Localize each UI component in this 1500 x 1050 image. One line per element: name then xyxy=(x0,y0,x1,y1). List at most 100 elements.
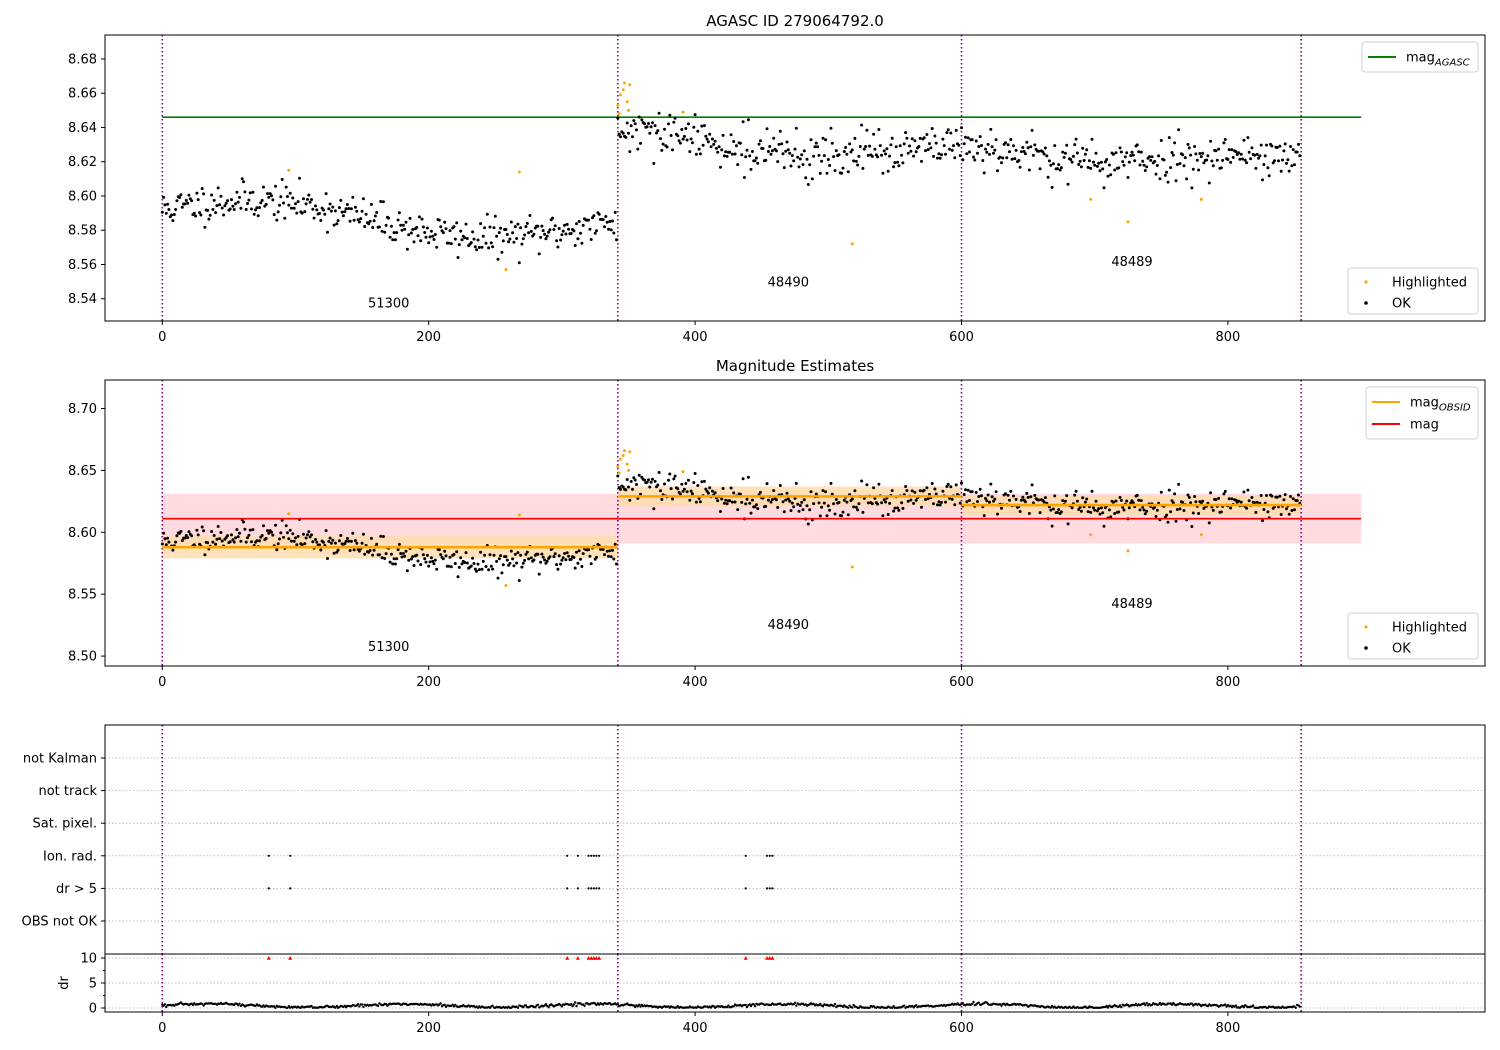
ok-point xyxy=(517,261,521,265)
ok-point xyxy=(1063,151,1067,155)
ok-point xyxy=(1239,152,1243,156)
flag-point xyxy=(768,854,771,857)
flag-point xyxy=(590,854,593,857)
ok-point xyxy=(416,559,420,563)
ok-point xyxy=(1098,512,1102,516)
ok-point xyxy=(862,147,866,151)
ok-point xyxy=(624,135,628,139)
ok-point xyxy=(1073,143,1077,147)
ok-point xyxy=(1057,163,1061,167)
ok-point xyxy=(324,192,328,196)
ok-point xyxy=(989,482,993,486)
ok-point xyxy=(387,216,391,220)
ok-point xyxy=(1266,510,1270,514)
ok-point xyxy=(904,131,908,135)
flag-row-label: not track xyxy=(38,784,97,799)
ok-point xyxy=(1109,515,1113,519)
ok-point xyxy=(183,202,187,206)
obsid-label: 48489 xyxy=(1111,597,1152,612)
dr-point xyxy=(891,1006,894,1009)
dr-clipped-marker xyxy=(597,956,602,960)
dr-point xyxy=(547,1006,550,1009)
ok-point xyxy=(1017,159,1021,162)
ok-point xyxy=(1105,158,1109,161)
ok-point xyxy=(360,209,364,213)
ok-point xyxy=(1173,141,1177,145)
ok-point xyxy=(870,502,874,506)
ok-point xyxy=(1270,494,1274,498)
flag-point xyxy=(566,854,569,857)
ok-point xyxy=(754,503,758,507)
ok-point xyxy=(349,207,353,211)
ok-point xyxy=(1098,169,1102,173)
ok-point xyxy=(1159,490,1163,494)
ok-point xyxy=(782,510,786,514)
ok-point xyxy=(483,553,487,557)
dr-point xyxy=(833,1002,837,1006)
ok-point xyxy=(488,225,492,229)
ok-point xyxy=(1127,160,1131,164)
ok-point xyxy=(1131,501,1135,505)
panel-title-agasc: AGASC ID 279064792.0 xyxy=(706,12,884,30)
ok-point xyxy=(1207,521,1211,525)
ok-point xyxy=(246,202,249,205)
ok-point xyxy=(1031,501,1035,505)
ok-point xyxy=(837,153,841,157)
ok-point xyxy=(224,201,228,205)
ok-point xyxy=(813,145,817,149)
ok-point xyxy=(989,127,993,131)
ok-point xyxy=(220,539,224,543)
ok-point xyxy=(1141,159,1145,163)
ok-point xyxy=(203,553,207,557)
ok-point xyxy=(1267,174,1271,178)
ok-point xyxy=(537,572,541,576)
y-tick-label: 8.70 xyxy=(68,402,97,417)
ok-point xyxy=(341,214,345,218)
ok-point xyxy=(706,491,710,495)
ok-point xyxy=(950,497,954,501)
ok-point xyxy=(690,141,694,145)
ok-point xyxy=(460,562,464,566)
ok-point xyxy=(637,473,641,477)
ok-point xyxy=(825,514,829,518)
dr-point xyxy=(748,1003,751,1006)
ok-point xyxy=(1004,492,1007,496)
ok-point xyxy=(651,477,654,481)
ok-point xyxy=(186,536,190,540)
ok-point xyxy=(834,149,838,153)
ok-point xyxy=(415,226,419,229)
dr-point xyxy=(632,1004,635,1007)
ok-point xyxy=(1130,150,1134,154)
ok-point xyxy=(961,158,965,162)
ok-point xyxy=(621,131,625,135)
ok-point xyxy=(344,539,348,543)
ok-point xyxy=(315,540,319,544)
dr-point xyxy=(1242,1006,1246,1009)
ok-point xyxy=(524,552,528,556)
ok-point xyxy=(736,163,740,167)
dr-point xyxy=(977,1001,980,1004)
ok-point xyxy=(327,207,331,211)
ok-point xyxy=(611,548,614,552)
ok-point xyxy=(746,475,750,479)
ok-point xyxy=(388,235,392,239)
ok-point xyxy=(360,541,364,545)
ok-point xyxy=(1075,499,1079,503)
ok-point xyxy=(605,549,609,553)
dr-point xyxy=(1000,1004,1003,1007)
ok-point xyxy=(1117,510,1121,514)
ok-point xyxy=(537,252,541,256)
ok-point xyxy=(163,203,167,207)
ok-point xyxy=(439,553,443,557)
ok-point xyxy=(905,136,909,140)
dr-clipped-marker xyxy=(288,956,293,960)
ok-point xyxy=(1107,508,1111,512)
ok-point xyxy=(160,542,164,546)
ok-point xyxy=(1043,496,1047,500)
highlighted-point xyxy=(517,513,521,517)
ok-point xyxy=(279,531,283,535)
ok-point xyxy=(336,548,340,552)
ok-point xyxy=(247,198,251,202)
ok-point xyxy=(1187,146,1191,150)
dr-point xyxy=(732,1005,735,1008)
